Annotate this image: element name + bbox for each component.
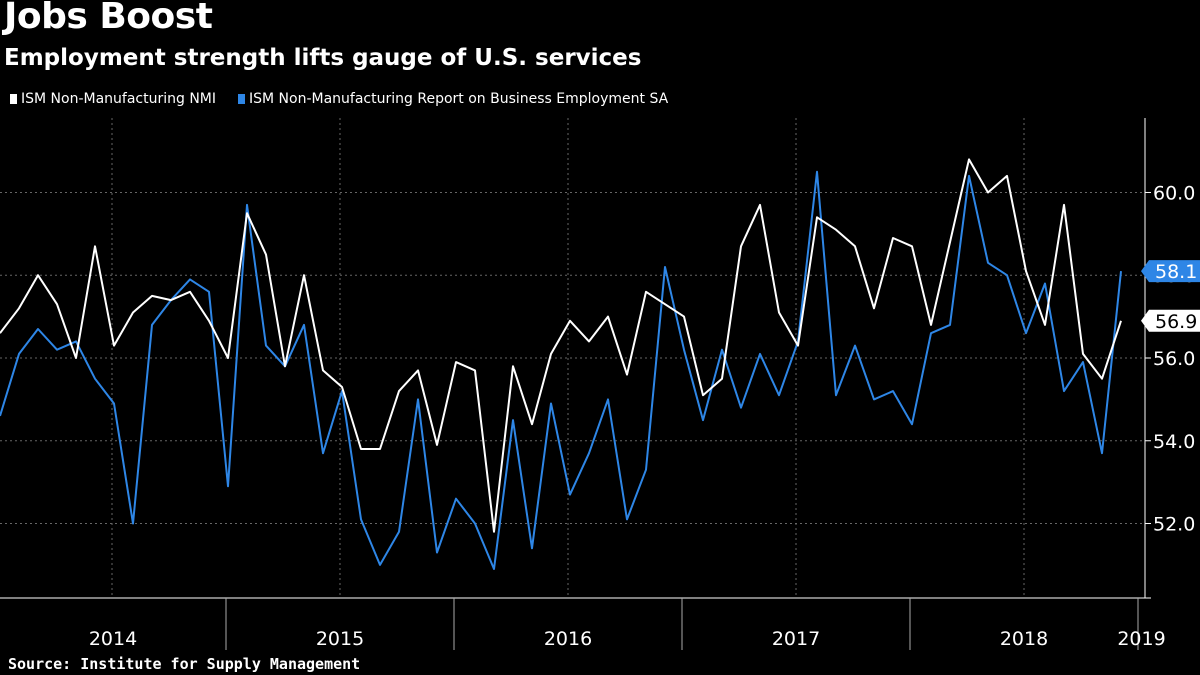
legend-label-employment: ISM Non-Manufacturing Report on Business… [249, 91, 669, 107]
chart-title: Jobs Boost [4, 0, 213, 37]
x-tick-label-2016: 2016 [544, 628, 592, 650]
y-tick-label-52.0: 52.0 [1153, 514, 1195, 536]
last-value-flag-employment [1141, 260, 1200, 283]
x-tick-label-2014: 2014 [89, 628, 137, 650]
series-line-nmi [0, 158, 1122, 533]
legend: ISM Non-Manufacturing NMI ISM Non-Manufa… [0, 91, 680, 107]
last-value-flag-nmi [1141, 309, 1200, 332]
y-tick-label-56.0: 56.0 [1153, 348, 1195, 370]
y-tick-label-54.0: 54.0 [1153, 431, 1195, 453]
chart-subtitle: Employment strength lifts gauge of U.S. … [4, 45, 642, 71]
legend-swatch-employment [238, 94, 246, 104]
y-tick-label-60.0: 60.0 [1153, 182, 1195, 204]
x-tick-label-2017: 2017 [772, 628, 820, 650]
series-line-employment [0, 170, 1122, 570]
legend-item-nmi: ISM Non-Manufacturing NMI [0, 91, 216, 107]
x-tick-label-2015: 2015 [316, 628, 364, 650]
source-note: Source: Institute for Supply Management [8, 655, 361, 673]
legend-swatch-nmi [10, 94, 17, 104]
x-tick-label-2018: 2018 [1000, 628, 1048, 650]
last-value-label-employment: 58.1 [1155, 261, 1197, 283]
x-tick-label-2019: 2019 [1117, 628, 1165, 650]
last-value-label-nmi: 56.9 [1155, 311, 1197, 333]
legend-item-employment: ISM Non-Manufacturing Report on Business… [228, 91, 668, 107]
legend-label-nmi: ISM Non-Manufacturing NMI [21, 91, 217, 107]
